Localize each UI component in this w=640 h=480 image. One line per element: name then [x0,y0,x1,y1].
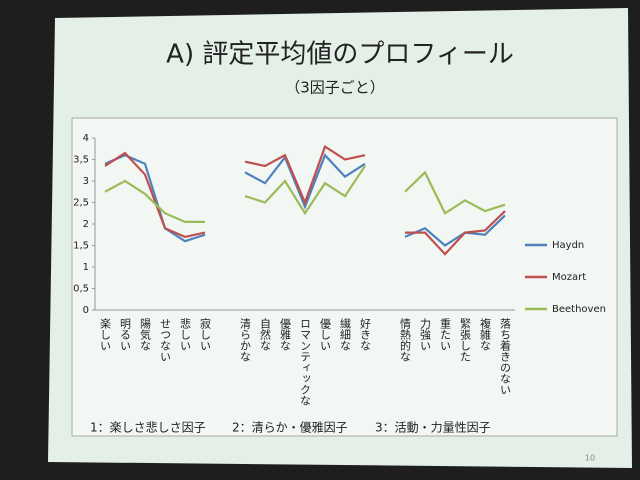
y-tick-label: 3 [83,176,89,187]
x-tick-label: ロマンティックな [299,318,312,406]
page-number: 10 [585,454,595,463]
x-tick-label: 寂しい [199,317,212,351]
x-tick-label: 楽しい [99,318,112,351]
x-tick-label: 力強い [419,318,432,351]
y-tick-label: 2,5 [73,198,89,209]
y-tick-label: 4 [83,133,89,144]
y-tick-label: 1 [83,262,89,273]
group-label: 2：清らか・優雅因子 [232,420,348,435]
x-tick-label: 好きな [359,317,372,351]
series-line [104,165,506,223]
x-tick-label: 複雑な [479,317,492,351]
y-tick-label: 1,5 [73,241,89,252]
series-line [104,144,506,256]
x-tick-label: 明るい [119,318,132,351]
legend-label: Beethoven [552,304,606,315]
legend-label: Mozart [552,272,586,283]
y-tick-label: 0,5 [73,284,89,295]
x-tick-label: 清らかな [239,318,252,362]
x-tick-label: 陽気な [139,318,152,351]
legend-label: Haydn [552,240,584,251]
chart-subtitle: （3因子ごと） [285,79,385,97]
y-tick-label: 0 [83,305,89,316]
x-tick-label: 緊張した [459,318,472,362]
x-tick-label: 優しい [319,318,332,351]
x-tick-label: 情熱的な [399,318,412,362]
x-tick-label: 繊細な [339,318,352,351]
x-tick-label: 悲しい [179,317,192,351]
group-label: 3：活動・力量性因子 [375,421,491,435]
x-tick-label: 重たい [439,317,452,351]
x-tick-label: 自然な [259,318,272,351]
y-tick-label: 3,5 [73,155,89,166]
x-tick-label: 落ち着きのない [499,318,512,395]
x-tick-label: せつない [159,318,172,362]
chart-title: A) 評定平均値のプロフィール [166,40,514,70]
series-line [104,153,506,247]
group-label: 1：楽しさ悲しさ因子 [90,420,206,435]
x-tick-label: 優雅な [279,318,292,351]
y-tick-label: 2 [83,219,89,230]
